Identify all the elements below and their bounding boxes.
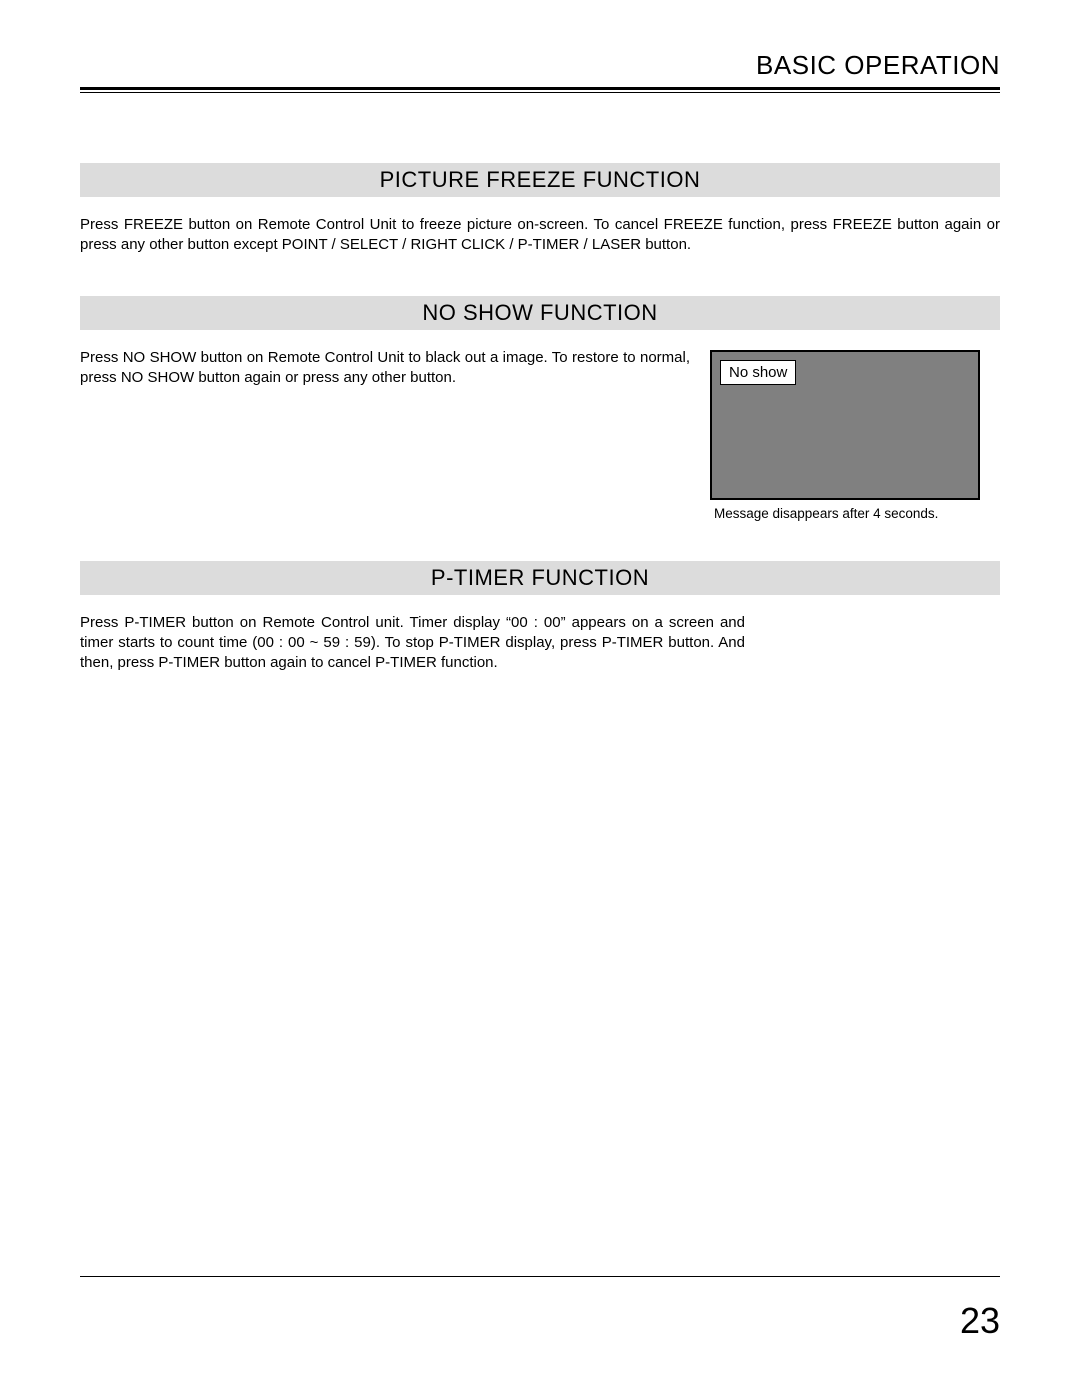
page-header-title: BASIC OPERATION [80,50,1000,87]
noshow-label: No show [720,360,796,385]
noshow-body-text: Press NO SHOW button on Remote Control U… [80,348,690,389]
header-divider [80,87,1000,93]
section-heading-ptimer: P-TIMER FUNCTION [80,561,1000,595]
freeze-body-text: Press FREEZE button on Remote Control Un… [80,215,1000,256]
page-number: 23 [960,1300,1000,1342]
section-ptimer: P-TIMER FUNCTION Press P-TIMER button on… [80,561,1000,674]
ptimer-body-text: Press P-TIMER button on Remote Control u… [80,613,745,674]
section-picture-freeze: PICTURE FREEZE FUNCTION Press FREEZE but… [80,163,1000,256]
section-heading-noshow: NO SHOW FUNCTION [80,296,1000,330]
section-heading-freeze: PICTURE FREEZE FUNCTION [80,163,1000,197]
noshow-figure-column: No show Message disappears after 4 secon… [710,348,1000,521]
noshow-text-column: Press NO SHOW button on Remote Control U… [80,348,690,389]
footer-divider [80,1276,1000,1277]
manual-page: BASIC OPERATION PICTURE FREEZE FUNCTION … [0,0,1080,1397]
section-no-show: Press NO SHOW button on Remote Control U… [80,348,1000,521]
noshow-caption: Message disappears after 4 seconds. [710,506,1000,521]
noshow-screen-box: No show [710,350,980,500]
